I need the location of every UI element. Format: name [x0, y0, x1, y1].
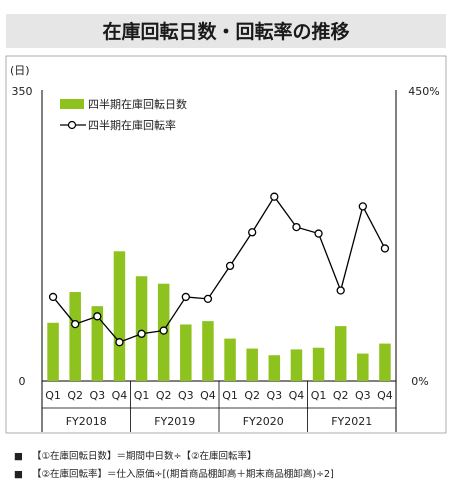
quarter-tick-label: Q4: [289, 389, 305, 402]
line-point: [358, 202, 367, 211]
quarter-tick-label: Q4: [200, 389, 216, 402]
bar: [224, 338, 236, 381]
line-point: [248, 228, 257, 237]
x-axis-labels: Q1 Q2 Q3 Q4 Q1 Q2 Q3 Q4 Q1 Q2 Q3 Q4 Q1 Q2 Q3 Q4 FY2018 FY…: [45, 389, 393, 428]
line-point: [292, 222, 301, 232]
quarter-tick-label: Q2: [333, 389, 349, 402]
legend-bar-swatch: [60, 99, 84, 109]
line-point: [137, 329, 146, 338]
legend-bar-label: 四半期在庫回転日数: [88, 97, 187, 111]
legend-line-marker: [67, 120, 77, 130]
line-point: [203, 294, 213, 304]
right-axis-bottom-label: 0%: [411, 375, 428, 388]
line-point: [48, 292, 58, 302]
bar: [334, 326, 347, 381]
quarter-tick-label: Q2: [67, 389, 83, 402]
bar: [91, 306, 104, 381]
chart-title: 在庫回転日数・回転率の推移: [102, 20, 349, 43]
note-bullet: ■: [14, 451, 23, 462]
quarter-tick-label: Q2: [244, 389, 260, 402]
note-1: 【①在庫回転日数】＝期間中日数÷【②在庫回転率】: [32, 450, 257, 462]
line-point: [380, 244, 390, 253]
bar: [180, 324, 192, 381]
bar: [69, 292, 81, 381]
quarter-tick-label: Q3: [178, 389, 194, 402]
left-axis-top-label: 350: [12, 85, 33, 98]
bar: [47, 322, 59, 381]
bar: [246, 348, 258, 381]
left-axis-bottom-label: 0: [19, 375, 26, 388]
line-point: [115, 338, 124, 347]
line-point: [159, 326, 168, 335]
bar: [357, 353, 369, 381]
line-path: [52, 195, 386, 343]
quarter-tick-label: Q3: [89, 389, 105, 402]
line-point: [71, 319, 80, 329]
note-bullet: ■: [14, 469, 23, 480]
quarter-tick-label: Q3: [266, 389, 282, 402]
line-point: [270, 192, 279, 201]
right-axis-top-label: 450%: [408, 85, 439, 98]
bar: [113, 251, 126, 381]
bar: [268, 355, 281, 381]
line-point: [314, 229, 323, 238]
line-point: [225, 261, 235, 271]
note-2: 【②在庫回転率】＝仕入原価÷[(期首商品棚卸高＋期末商品棚卸高)÷2]: [32, 468, 334, 480]
quarter-tick-label: Q1: [45, 389, 61, 402]
title-band: [6, 14, 446, 48]
quarter-tick-label: Q1: [134, 389, 150, 402]
fiscal-year-label: FY2018: [66, 415, 107, 428]
quarter-tick-label: Q2: [156, 389, 172, 402]
quarter-tick-label: Q1: [222, 389, 238, 402]
quarter-tick-label: Q1: [311, 389, 327, 402]
legend-line-label: 四半期在庫回転率: [88, 118, 176, 132]
quarter-tick-label: Q3: [355, 389, 371, 402]
chart-border: [5, 55, 447, 434]
bar: [312, 347, 325, 381]
line-point: [181, 292, 190, 302]
bar: [135, 276, 148, 381]
left-axis-unit: (日): [10, 64, 30, 77]
line-series: [48, 192, 390, 347]
quarter-tick-label: Q4: [377, 389, 393, 402]
bar: [290, 349, 303, 381]
bar: [202, 321, 214, 381]
line-point: [93, 312, 102, 321]
fiscal-year-label: FY2021: [331, 415, 372, 428]
fiscal-year-label: FY2019: [154, 415, 195, 428]
fiscal-year-label: FY2020: [243, 415, 284, 428]
line-point: [336, 286, 345, 295]
bar: [379, 343, 391, 381]
quarter-tick-label: Q4: [112, 389, 128, 402]
